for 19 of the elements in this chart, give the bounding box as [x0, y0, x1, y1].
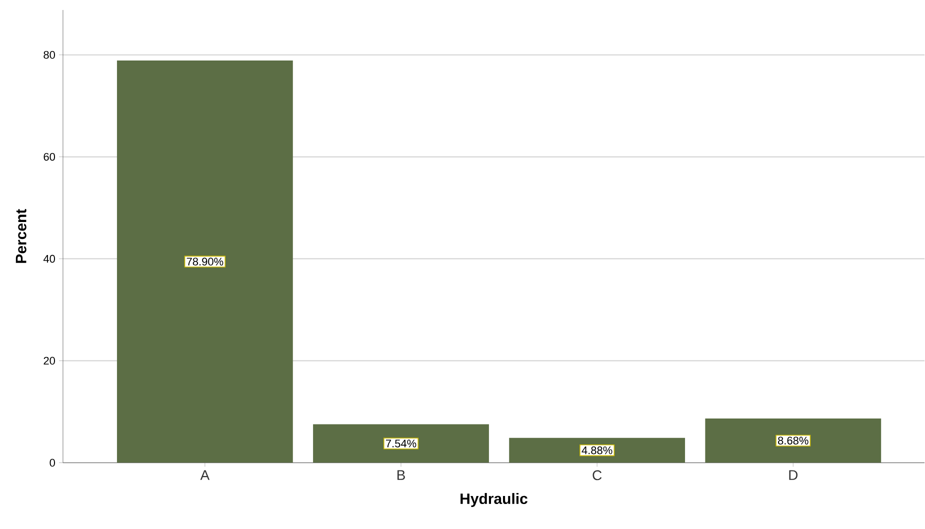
x-tick-label: C — [592, 470, 602, 480]
y-axis-title: Percent — [16, 209, 26, 263]
y-tick-label: 80 — [44, 51, 55, 59]
bar — [705, 418, 882, 463]
data-label: 78.90% — [186, 258, 224, 266]
bar — [313, 424, 489, 463]
y-tick-label: 20 — [44, 357, 55, 365]
x-axis-title: Hydraulic — [460, 493, 528, 508]
x-tick-label: B — [397, 470, 405, 480]
bar — [509, 438, 686, 463]
x-tick-label: A — [200, 470, 210, 480]
data-label: 7.54% — [386, 440, 416, 448]
data-label: 8.68% — [778, 436, 808, 445]
data-label: 4.88% — [582, 446, 612, 454]
bar — [116, 60, 293, 463]
y-tick-label: 0 — [50, 459, 56, 467]
y-tick-label: 60 — [44, 153, 55, 161]
x-tick-label: D — [789, 470, 798, 480]
y-tick-label: 40 — [43, 255, 55, 263]
